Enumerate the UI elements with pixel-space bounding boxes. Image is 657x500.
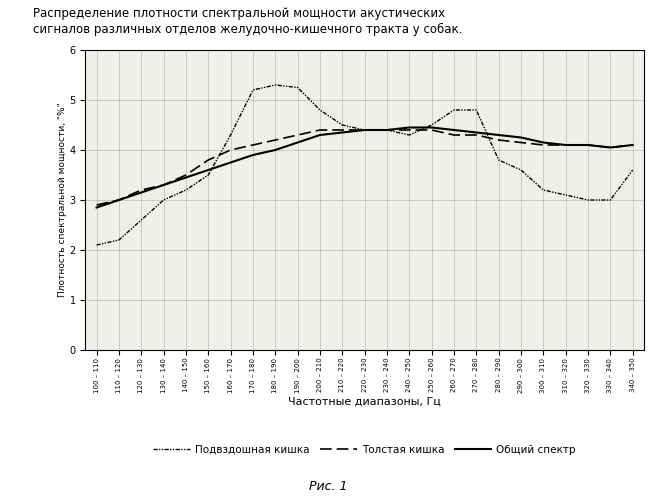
Подвздошная кишка — [249, 87, 257, 93]
Толстая кишка — [405, 127, 413, 133]
Подвздошная кишка — [517, 167, 525, 173]
Подвздошная кишка — [227, 132, 235, 138]
Толстая кишка — [137, 187, 145, 193]
Толстая кишка — [249, 142, 257, 148]
Общий спектр — [450, 127, 458, 133]
Толстая кишка — [584, 142, 592, 148]
Общий спектр — [361, 127, 369, 133]
Общий спектр — [227, 160, 235, 166]
Толстая кишка — [93, 202, 101, 208]
Подвздошная кишка — [338, 122, 346, 128]
Y-axis label: Плотность спектральной мощности, "%": Плотность спектральной мощности, "%" — [58, 102, 66, 298]
Подвздошная кишка — [93, 242, 101, 248]
Толстая кишка — [562, 142, 570, 148]
X-axis label: Частотные диапазоны, Гц: Частотные диапазоны, Гц — [288, 397, 441, 407]
Общий спектр — [204, 167, 212, 173]
Общий спектр — [562, 142, 570, 148]
Общий спектр — [539, 140, 547, 145]
Text: Рис. 1: Рис. 1 — [309, 480, 348, 492]
Толстая кишка — [517, 140, 525, 145]
Общий спектр — [606, 144, 614, 150]
Толстая кишка — [115, 197, 123, 203]
Line: Толстая кишка: Толстая кишка — [97, 130, 633, 205]
Общий спектр — [428, 124, 436, 130]
Подвздошная кишка — [450, 107, 458, 113]
Толстая кишка — [227, 147, 235, 153]
Общий спектр — [472, 130, 480, 136]
Общий спектр — [271, 147, 279, 153]
Толстая кишка — [383, 127, 391, 133]
Подвздошная кишка — [383, 127, 391, 133]
Общий спектр — [405, 124, 413, 130]
Толстая кишка — [271, 137, 279, 143]
Толстая кишка — [160, 182, 168, 188]
Text: Распределение плотности спектральной мощности акустических: Распределение плотности спектральной мощ… — [33, 8, 445, 20]
Подвздошная кишка — [539, 187, 547, 193]
Толстая кишка — [204, 157, 212, 163]
Общий спектр — [629, 142, 637, 148]
Подвздошная кишка — [271, 82, 279, 88]
Подвздошная кишка — [361, 127, 369, 133]
Подвздошная кишка — [160, 197, 168, 203]
Толстая кишка — [606, 144, 614, 150]
Общий спектр — [584, 142, 592, 148]
Общий спектр — [137, 190, 145, 196]
Общий спектр — [316, 132, 324, 138]
Толстая кишка — [338, 127, 346, 133]
Подвздошная кишка — [115, 237, 123, 243]
Общий спектр — [517, 134, 525, 140]
Толстая кишка — [428, 127, 436, 133]
Подвздошная кишка — [629, 167, 637, 173]
Подвздошная кишка — [204, 172, 212, 178]
Подвздошная кишка — [495, 157, 503, 163]
Legend: Подвздошная кишка, Толстая кишка, Общий спектр: Подвздошная кишка, Толстая кишка, Общий … — [149, 440, 580, 459]
Общий спектр — [495, 132, 503, 138]
Подвздошная кишка — [294, 84, 302, 90]
Толстая кишка — [294, 132, 302, 138]
Подвздошная кишка — [562, 192, 570, 198]
Подвздошная кишка — [584, 197, 592, 203]
Толстая кишка — [450, 132, 458, 138]
Общий спектр — [249, 152, 257, 158]
Общий спектр — [93, 204, 101, 210]
Line: Подвздошная кишка: Подвздошная кишка — [97, 85, 633, 245]
Подвздошная кишка — [316, 107, 324, 113]
Подвздошная кишка — [182, 187, 190, 193]
Толстая кишка — [361, 127, 369, 133]
Подвздошная кишка — [405, 132, 413, 138]
Толстая кишка — [629, 142, 637, 148]
Общий спектр — [294, 140, 302, 145]
Толстая кишка — [316, 127, 324, 133]
Подвздошная кишка — [137, 217, 145, 223]
Подвздошная кишка — [606, 197, 614, 203]
Line: Общий спектр: Общий спектр — [97, 128, 633, 208]
Общий спектр — [182, 174, 190, 180]
Общий спектр — [115, 197, 123, 203]
Общий спектр — [338, 130, 346, 136]
Общий спектр — [383, 127, 391, 133]
Толстая кишка — [472, 132, 480, 138]
Толстая кишка — [182, 172, 190, 178]
Text: сигналов различных отделов желудочно-кишечного тракта у собак.: сигналов различных отделов желудочно-киш… — [33, 22, 463, 36]
Подвздошная кишка — [428, 122, 436, 128]
Толстая кишка — [539, 142, 547, 148]
Толстая кишка — [495, 137, 503, 143]
Подвздошная кишка — [472, 107, 480, 113]
Общий спектр — [160, 182, 168, 188]
